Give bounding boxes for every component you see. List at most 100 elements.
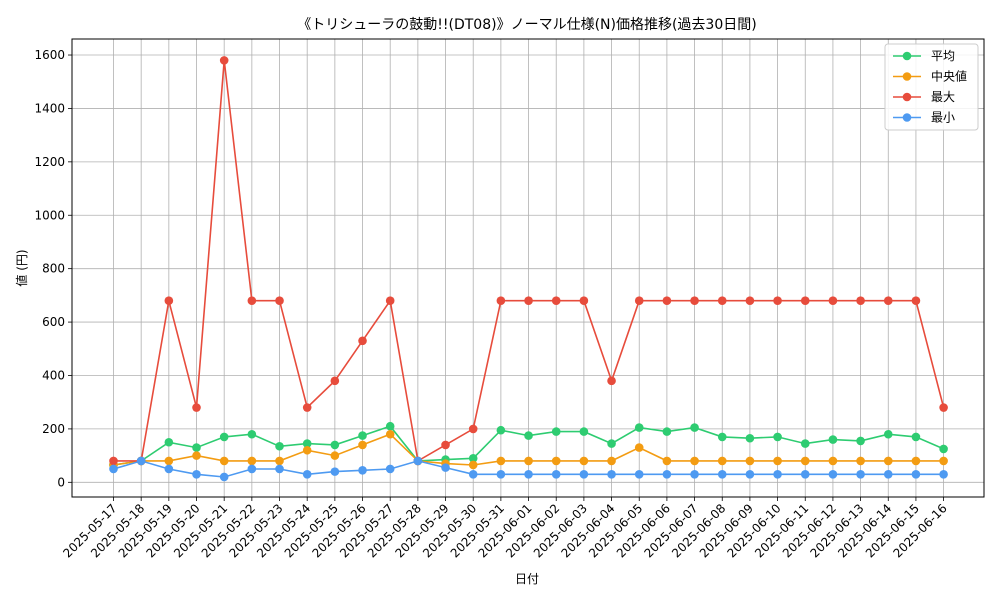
data-point	[358, 431, 367, 440]
data-point	[911, 432, 921, 442]
y-axis-label: 値 (円)	[14, 249, 29, 286]
data-point	[717, 432, 727, 442]
data-point	[219, 456, 229, 466]
data-point	[551, 296, 561, 306]
data-point	[773, 296, 782, 306]
data-point	[496, 296, 506, 306]
data-point	[192, 443, 201, 452]
data-point	[717, 470, 727, 479]
data-point	[579, 427, 589, 436]
data-point	[690, 456, 699, 466]
data-point	[302, 445, 312, 455]
data-point	[717, 296, 727, 306]
data-point	[662, 296, 672, 306]
data-point	[358, 336, 367, 346]
data-point	[745, 456, 755, 466]
data-point	[607, 439, 616, 448]
data-point	[247, 429, 257, 439]
legend-swatch-marker	[902, 113, 912, 122]
data-point	[551, 456, 561, 466]
data-point	[773, 470, 782, 479]
data-point	[275, 464, 284, 474]
data-point	[607, 470, 616, 479]
data-point	[385, 429, 395, 439]
data-point	[385, 464, 395, 474]
data-point	[192, 451, 201, 460]
data-point	[496, 470, 506, 479]
y-tick-label: 1000	[34, 208, 65, 222]
data-point	[385, 296, 395, 306]
legend-label: 中央値	[931, 69, 967, 84]
data-point	[883, 296, 893, 306]
data-point	[524, 470, 533, 479]
data-point	[911, 296, 921, 306]
data-point	[358, 465, 367, 475]
data-point	[468, 470, 478, 479]
data-point	[745, 433, 755, 443]
data-point	[690, 423, 699, 432]
data-point	[607, 456, 616, 466]
data-point	[302, 439, 312, 448]
data-point	[496, 456, 506, 466]
data-point	[192, 403, 201, 412]
data-point	[192, 470, 201, 479]
data-point	[275, 456, 284, 466]
data-point	[800, 470, 810, 479]
data-point	[828, 470, 838, 479]
data-point	[247, 456, 257, 466]
data-point	[579, 456, 589, 466]
data-point	[551, 470, 561, 479]
data-point	[358, 440, 367, 450]
data-point	[634, 470, 644, 479]
data-point	[634, 296, 644, 306]
data-point	[911, 470, 921, 479]
data-point	[330, 467, 340, 476]
data-point	[856, 456, 865, 466]
data-point	[690, 296, 699, 306]
data-point	[330, 376, 340, 386]
data-point	[275, 441, 284, 451]
data-point	[164, 437, 174, 447]
legend-label: 最小	[931, 111, 955, 125]
data-point	[302, 403, 312, 412]
data-point	[468, 453, 478, 463]
data-point	[800, 439, 810, 448]
data-point	[164, 456, 174, 466]
y-tick-label: 800	[42, 262, 65, 276]
data-point	[607, 376, 616, 386]
data-point	[800, 456, 810, 466]
data-point	[911, 456, 921, 466]
data-point	[634, 443, 644, 452]
legend-label: 最大	[931, 90, 955, 104]
data-point	[828, 296, 838, 306]
legend-box	[884, 43, 979, 131]
data-point	[468, 424, 478, 434]
y-axis: 0 200 400 600 800 1000 1200 1400 1600	[34, 48, 72, 489]
y-tick-label: 1400	[34, 101, 65, 115]
data-point	[883, 470, 893, 479]
data-point	[773, 456, 782, 466]
legend-swatch-marker	[902, 72, 912, 81]
data-point	[662, 456, 672, 466]
data-point	[109, 464, 118, 474]
data-point	[883, 456, 893, 466]
y-tick-label: 400	[42, 368, 65, 382]
x-axis: 2025-05-172025-05-182025-05-192025-05-20…	[60, 497, 950, 560]
y-tick-label: 200	[42, 422, 65, 436]
y-tick-label: 0	[57, 475, 65, 489]
plot-frame	[71, 38, 985, 498]
legend-swatch-marker	[902, 92, 912, 102]
data-point	[745, 296, 755, 306]
data-point	[164, 464, 174, 474]
data-point	[219, 472, 229, 482]
y-tick-label: 600	[42, 315, 65, 329]
data-point	[330, 451, 340, 460]
y-tick-label: 1600	[34, 48, 65, 62]
data-point	[662, 470, 672, 479]
data-point	[939, 444, 948, 454]
series-group	[109, 56, 948, 482]
data-point	[883, 429, 893, 439]
data-point	[109, 456, 118, 466]
